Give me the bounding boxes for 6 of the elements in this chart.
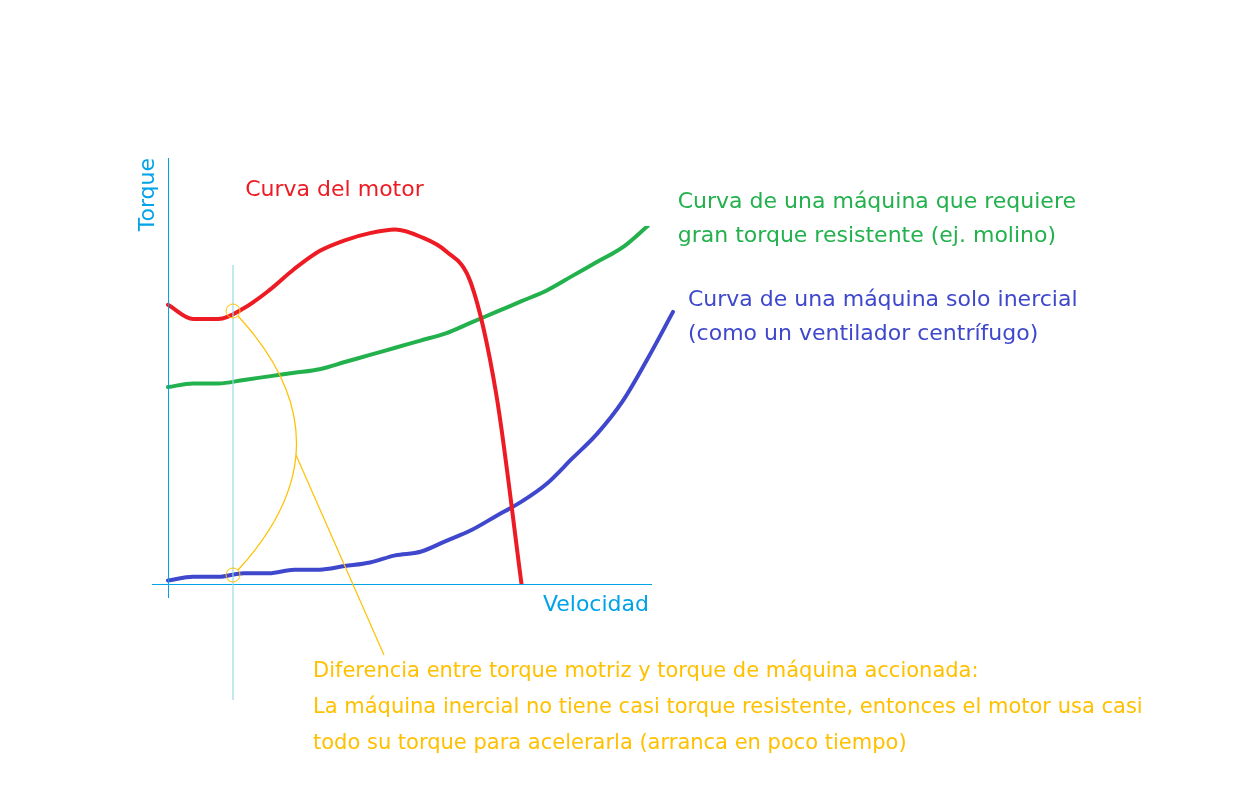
text: Diferencia entre torque motriz y torque de máquina accionada: La máquina inercial no tiene casi torque resistente, entonces el motor usa casi todo su torque para acelerarla (arranca en poco tiempo) bbox=[313, 657, 1144, 756]
series-label: Curva de una máquina solo inercial (como un ventilador centrífugo) bbox=[688, 284, 1079, 347]
series-label: Curva de una máquina que requiere gran torque resistente (ej. molino) bbox=[677, 187, 1077, 249]
x-axis-title: Velocidad bbox=[542, 590, 649, 616]
y-axis-title: Torque bbox=[133, 158, 159, 233]
series-label: Curva del motor bbox=[245, 174, 425, 203]
